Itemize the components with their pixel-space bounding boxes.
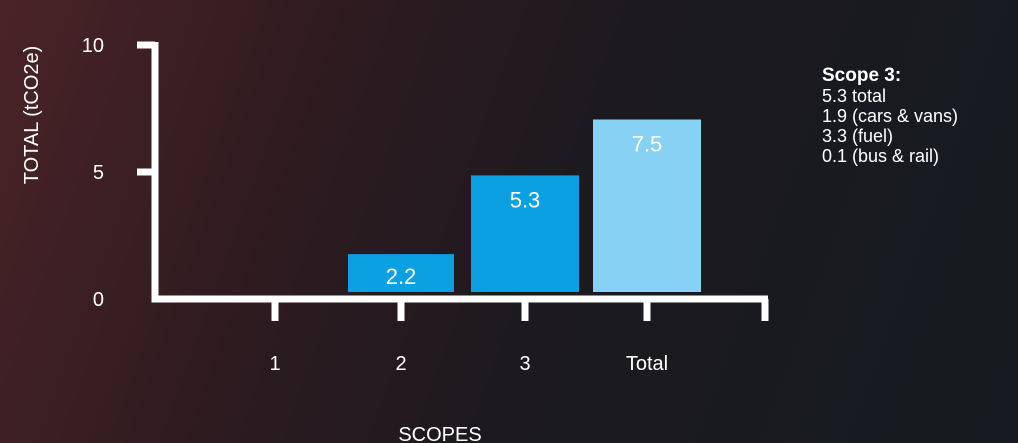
- x-tick-label-2: 2: [395, 353, 406, 375]
- x-axis-title: SCOPES: [398, 424, 481, 443]
- y-tick-label-10: 10: [82, 35, 104, 57]
- bar-2: [348, 254, 454, 292]
- y-tick-label-5: 5: [93, 162, 104, 184]
- scope3-breakdown: Scope 3: 5.3 total 1.9 (cars & vans) 3.3…: [822, 65, 959, 167]
- bar-value-label-total: 7.5: [632, 132, 663, 157]
- breakdown-line-cars-vans: 1.9 (cars & vans): [822, 106, 959, 126]
- x-tick-label-1: 1: [269, 353, 280, 375]
- breakdown-line-fuel: 3.3 (fuel): [822, 126, 894, 146]
- bar-value-label-3: 5.3: [510, 187, 541, 212]
- bar-3: [471, 175, 579, 292]
- y-tick-label-0: 0: [93, 289, 104, 311]
- x-tick-label-total: Total: [626, 353, 668, 375]
- y-axis-title: TOTAL (tCO2e): [21, 46, 43, 185]
- bar-value-label-2: 2.2: [386, 264, 417, 289]
- breakdown-line-total: 5.3 total: [822, 86, 887, 106]
- x-tick-label-3: 3: [519, 353, 530, 375]
- bar-total: [593, 119, 701, 292]
- breakdown-title: Scope 3:: [822, 65, 902, 86]
- breakdown-line-bus-rail: 0.1 (bus & rail): [822, 146, 940, 166]
